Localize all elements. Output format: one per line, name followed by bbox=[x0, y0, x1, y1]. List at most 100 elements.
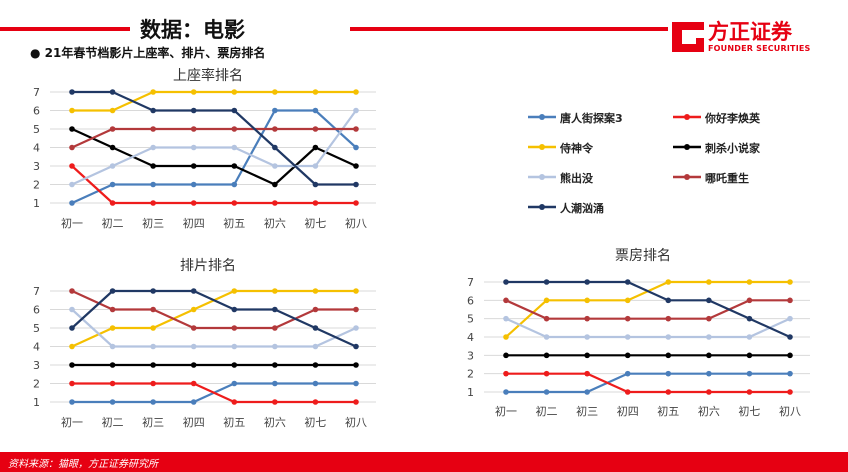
data-point bbox=[584, 279, 590, 285]
data-point bbox=[272, 325, 278, 331]
data-point bbox=[150, 144, 156, 151]
brand-name: 方正证券 bbox=[708, 20, 792, 44]
data-point bbox=[543, 297, 550, 304]
x-tick-label: 初五 bbox=[657, 404, 679, 418]
y-tick-label: 4 bbox=[33, 142, 40, 155]
data-point bbox=[231, 126, 238, 132]
data-point bbox=[312, 306, 319, 313]
data-point bbox=[190, 126, 197, 132]
data-point bbox=[150, 288, 156, 294]
data-point bbox=[787, 389, 793, 395]
data-point bbox=[109, 89, 116, 95]
data-point bbox=[746, 370, 753, 377]
data-point bbox=[190, 306, 197, 313]
data-point bbox=[109, 325, 116, 331]
data-point bbox=[312, 343, 319, 350]
series-line bbox=[72, 90, 356, 112]
data-point bbox=[272, 288, 278, 294]
data-point bbox=[787, 352, 793, 359]
data-point bbox=[706, 352, 712, 359]
series-line bbox=[506, 372, 790, 394]
data-point bbox=[787, 315, 793, 322]
data-point bbox=[584, 370, 590, 377]
y-tick-label: 7 bbox=[33, 86, 40, 99]
data-point bbox=[312, 181, 319, 188]
y-tick-label: 5 bbox=[33, 322, 40, 335]
data-point bbox=[665, 370, 672, 377]
x-tick-label: 初三 bbox=[576, 404, 598, 418]
x-tick-label: 初三 bbox=[142, 415, 164, 429]
data-point bbox=[150, 107, 156, 114]
data-point bbox=[543, 279, 550, 285]
y-tick-label: 5 bbox=[33, 123, 40, 136]
x-tick-label: 初二 bbox=[102, 216, 124, 230]
x-tick-label: 初六 bbox=[264, 216, 286, 230]
x-tick-label: 初六 bbox=[264, 415, 286, 429]
data-point bbox=[353, 200, 359, 206]
data-point bbox=[109, 343, 116, 350]
data-point bbox=[231, 325, 238, 331]
data-point bbox=[665, 334, 672, 340]
data-point bbox=[109, 288, 116, 294]
legend-swatch-icon bbox=[528, 174, 556, 180]
data-point bbox=[503, 370, 509, 377]
data-point bbox=[312, 399, 319, 405]
data-point bbox=[109, 107, 116, 114]
y-tick-label: 1 bbox=[33, 396, 40, 409]
data-point bbox=[312, 126, 319, 132]
series-line bbox=[71, 308, 357, 348]
data-point bbox=[503, 315, 509, 322]
data-point bbox=[746, 297, 753, 304]
data-point bbox=[584, 297, 590, 304]
data-point bbox=[231, 163, 238, 169]
x-tick-label: 初四 bbox=[617, 404, 639, 418]
data-point bbox=[584, 352, 590, 359]
data-point bbox=[231, 362, 238, 368]
data-point bbox=[272, 126, 278, 132]
y-tick-label: 2 bbox=[33, 378, 40, 391]
data-point bbox=[624, 315, 631, 322]
y-tick-label: 1 bbox=[33, 197, 40, 210]
data-point bbox=[312, 89, 319, 95]
legend-swatch-icon bbox=[673, 144, 701, 150]
data-point bbox=[190, 362, 197, 368]
data-point bbox=[150, 126, 156, 132]
data-point bbox=[312, 362, 319, 368]
data-point bbox=[69, 163, 75, 169]
data-point bbox=[353, 380, 359, 387]
data-point bbox=[503, 279, 509, 285]
legend-label: 熊出没 bbox=[560, 172, 593, 185]
data-point bbox=[353, 144, 359, 151]
data-point bbox=[746, 352, 753, 359]
data-point bbox=[150, 181, 156, 188]
data-point bbox=[150, 163, 156, 169]
data-point bbox=[706, 297, 712, 304]
x-tick-label: 初二 bbox=[536, 404, 558, 418]
data-point bbox=[665, 315, 672, 322]
x-tick-label: 初八 bbox=[345, 216, 367, 230]
data-point bbox=[353, 89, 359, 95]
y-tick-label: 1 bbox=[467, 386, 474, 399]
series-line bbox=[506, 280, 791, 339]
chart-title: 上座率排名 bbox=[173, 67, 243, 84]
data-point bbox=[231, 181, 238, 188]
data-point bbox=[272, 107, 278, 114]
data-point bbox=[109, 200, 116, 206]
data-point bbox=[190, 380, 197, 387]
legend-swatch-icon bbox=[673, 114, 701, 120]
x-tick-label: 初一 bbox=[61, 216, 83, 230]
chart-title: 排片排名 bbox=[180, 258, 236, 274]
header-rule-right bbox=[350, 27, 668, 31]
data-point bbox=[231, 399, 238, 405]
legend-label: 侍神令 bbox=[560, 142, 593, 155]
data-point bbox=[150, 399, 156, 405]
legend-label: 唐人街探案3 bbox=[560, 112, 623, 125]
data-point bbox=[353, 343, 359, 350]
legend-label: 你好李焕英 bbox=[705, 112, 760, 125]
x-tick-label: 初一 bbox=[61, 415, 83, 429]
x-tick-label: 初五 bbox=[223, 216, 245, 230]
data-point bbox=[150, 200, 156, 206]
series-line bbox=[506, 372, 790, 394]
data-point bbox=[109, 126, 116, 132]
